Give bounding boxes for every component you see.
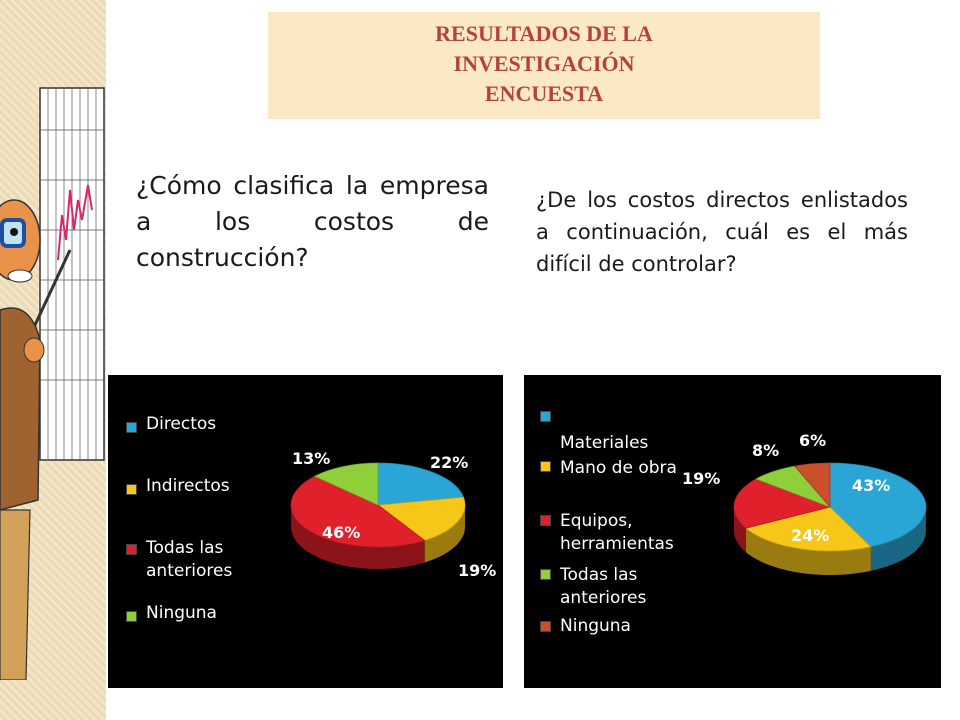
pie-slice-materiales — [829, 462, 927, 548]
title-banner: RESULTADOS DE LA INVESTIGACIÓN ENCUESTA — [268, 12, 820, 119]
pie-slice-side-1 — [745, 528, 871, 575]
legend-item: Indirectos — [146, 476, 230, 496]
pie-slice-indirectos — [376, 496, 466, 541]
teacher-illustration — [0, 87, 105, 680]
pie-data-label: 46% — [322, 523, 361, 542]
pie-slice-side-2 — [291, 506, 425, 569]
legend-swatch — [126, 611, 137, 622]
legend-item: Todas las anteriores — [560, 565, 647, 608]
pie-data-label: 19% — [682, 469, 721, 488]
title-line-3: ENCUESTA — [484, 81, 604, 106]
pie-slice-mano-de-obra — [745, 506, 872, 552]
pie-chart-cost-classification: 22% 19% 46% 13% Directos Indirectos Todas las … — [108, 375, 503, 688]
legend-item: Mano de obra — [560, 458, 677, 478]
pie-slice-todas-las-anteriores — [290, 475, 426, 548]
pie-slice-side-2 — [734, 508, 746, 553]
legend-item: Directos — [146, 414, 217, 434]
pie-chart-hardest-direct-cost: 43% 24% 19% 8% 6% Materiales Mano de obra Equip… — [524, 375, 941, 688]
legend-swatch — [540, 569, 551, 580]
question-1: ¿Cómo clasifica la empresa a los costos … — [136, 171, 489, 272]
pie-slice-directos — [377, 462, 465, 506]
pie-data-label: 22% — [430, 453, 469, 472]
title-line-1: RESULTADOS DE LA — [435, 21, 653, 46]
legend-swatch — [126, 484, 137, 495]
pie-data-label: 13% — [292, 449, 331, 468]
legend-swatch — [540, 621, 551, 632]
legend-swatch — [540, 515, 551, 526]
legend-item: Materiales — [560, 433, 649, 453]
legend-swatch — [540, 461, 551, 472]
legend-swatch — [126, 422, 137, 433]
pie-slice-ninguna — [313, 462, 379, 506]
legend-item: Todas las anteriores — [146, 538, 233, 581]
pie-slice-ninguna — [793, 462, 831, 509]
legend-item: Ninguna — [560, 616, 631, 636]
pie-data-label: 6% — [799, 431, 827, 450]
pie-svg — [733, 462, 927, 575]
legend-item: Equipos, herramientas — [560, 511, 674, 554]
pie-data-label: 19% — [458, 561, 497, 580]
legend-item: Ninguna — [146, 603, 217, 623]
pie-slice-side-1 — [424, 505, 465, 563]
title-line-2: INVESTIGACIÓN — [453, 51, 635, 76]
question-2: ¿De los costos directos enlistados a con… — [536, 188, 908, 276]
pie-slice-equipos-herramientas — [733, 478, 832, 529]
pie-data-label: 24% — [791, 526, 830, 545]
pie-data-label: 8% — [752, 441, 780, 460]
legend-swatch — [540, 411, 551, 422]
pie-slice-side-0 — [870, 509, 926, 571]
pie-data-label: 43% — [852, 476, 891, 495]
legend-swatch — [126, 544, 137, 555]
pie-svg — [290, 462, 466, 569]
